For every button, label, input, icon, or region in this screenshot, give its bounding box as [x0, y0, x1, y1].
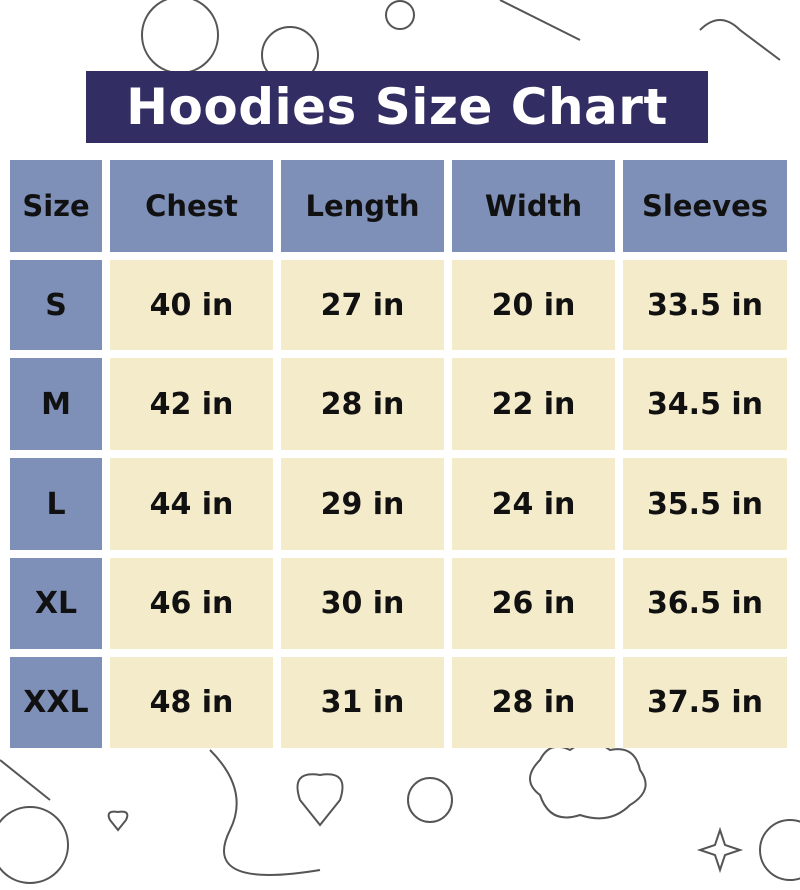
knitting-needle — [499, 0, 581, 41]
column-header-size: Size — [10, 160, 102, 252]
row-label-size: M — [10, 358, 102, 450]
row-label-size: L — [10, 458, 102, 550]
table-cell: 48 in — [110, 657, 273, 748]
table-cell: 31 in — [281, 657, 444, 748]
table-cell: 35.5 in — [623, 458, 787, 550]
size-chart-table: Size Chest Length Width Sleeves S 40 in … — [10, 160, 787, 748]
button-icon — [385, 0, 415, 30]
table-cell: 24 in — [452, 458, 615, 550]
heart-icon — [296, 773, 344, 827]
table-cell: 27 in — [281, 260, 444, 350]
table-cell: 30 in — [281, 558, 444, 649]
table-cell: 34.5 in — [623, 358, 787, 450]
column-header-sleeves: Sleeves — [623, 160, 787, 252]
table-cell: 36.5 in — [623, 558, 787, 649]
button-icon — [407, 777, 453, 823]
table-cell: 33.5 in — [623, 260, 787, 350]
table-cell: 26 in — [452, 558, 615, 649]
sparkle-icon — [696, 826, 744, 874]
row-label-size: XXL — [10, 657, 102, 748]
table-cell: 42 in — [110, 358, 273, 450]
table-cell: 20 in — [452, 260, 615, 350]
table-cell: 22 in — [452, 358, 615, 450]
yarn-ball-icon — [759, 819, 800, 881]
table-cell: 29 in — [281, 458, 444, 550]
knitting-needle — [0, 759, 51, 801]
table-cell: 46 in — [110, 558, 273, 649]
column-header-width: Width — [452, 160, 615, 252]
yarn-thread — [209, 749, 321, 876]
sheep-icon — [529, 741, 647, 820]
column-header-chest: Chest — [110, 160, 273, 252]
row-label-size: S — [10, 260, 102, 350]
yarn-ball-icon — [141, 0, 219, 74]
safety-pin-icon — [699, 19, 781, 61]
heart-icon — [107, 810, 129, 832]
table-cell: 28 in — [452, 657, 615, 748]
table-cell: 28 in — [281, 358, 444, 450]
table-cell: 40 in — [110, 260, 273, 350]
table-cell: 44 in — [110, 458, 273, 550]
page-title: Hoodies Size Chart — [86, 71, 708, 143]
column-header-length: Length — [281, 160, 444, 252]
yarn-ball-icon — [0, 806, 69, 884]
table-cell: 37.5 in — [623, 657, 787, 748]
row-label-size: XL — [10, 558, 102, 649]
